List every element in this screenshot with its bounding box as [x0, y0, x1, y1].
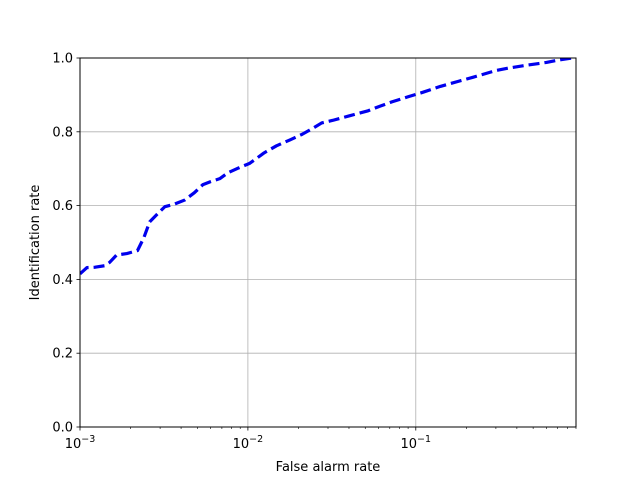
plot-background	[80, 58, 576, 427]
series-layer	[80, 58, 573, 276]
series-line	[80, 58, 573, 276]
y-tick-label: 0.8	[52, 125, 73, 140]
ticks: 10−3 10−2 10−1 0.0 0.2 0.4 0.6 0.8 1.0	[52, 52, 577, 452]
x-axis-label: False alarm rate	[276, 460, 381, 475]
y-axis-label: Identification rate	[28, 185, 43, 301]
y-tick-label: 0.0	[52, 421, 73, 436]
y-tick-label: 1.0	[52, 52, 73, 67]
x-tick-label: 10−1	[401, 434, 432, 452]
y-tick-label: 0.6	[52, 199, 73, 214]
x-tick-label: 10−2	[233, 434, 264, 452]
x-tick-label: 10−3	[65, 434, 96, 452]
y-tick-label: 0.4	[52, 273, 73, 288]
y-tick-label: 0.2	[52, 347, 73, 362]
